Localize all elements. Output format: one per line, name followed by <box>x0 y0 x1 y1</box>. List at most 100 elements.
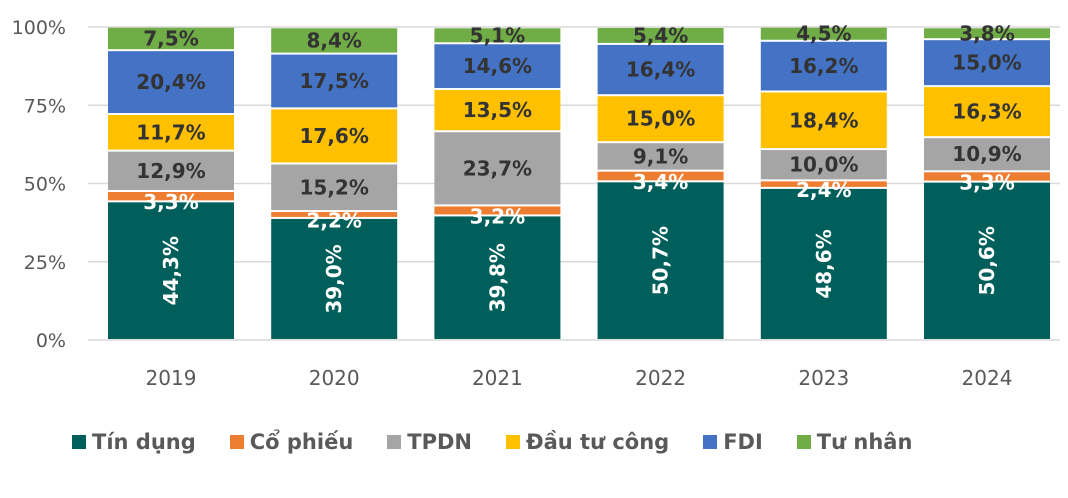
legend-swatch <box>387 435 402 449</box>
bar-segment <box>760 188 887 339</box>
data-label: 8,4% <box>306 28 361 52</box>
bar-segment <box>271 54 398 108</box>
bar-segment <box>597 143 724 170</box>
x-tick-label: 2023 <box>798 366 849 390</box>
bar-segment <box>108 202 234 339</box>
legend-item: TPDN <box>387 430 472 454</box>
bar-segment <box>108 115 234 150</box>
data-label: 2,4% <box>796 178 851 202</box>
bar-segment <box>597 28 724 43</box>
bar-segment <box>597 182 724 339</box>
x-tick-label: 2022 <box>635 366 686 390</box>
bar-segment <box>597 171 724 181</box>
data-label: 44,3% <box>159 236 183 305</box>
bar-segment <box>434 44 561 88</box>
legend-swatch <box>229 435 244 449</box>
y-tick-label: 0% <box>36 330 66 352</box>
bar-segment <box>271 28 398 53</box>
bar-segment <box>760 150 887 180</box>
data-label: 48,6% <box>812 229 836 298</box>
bar-segment <box>924 40 1050 86</box>
bar-segment <box>597 44 724 95</box>
bar-segment <box>924 87 1050 137</box>
legend-label: TPDN <box>407 430 473 454</box>
data-label: 16,2% <box>789 54 858 78</box>
data-label: 15,2% <box>300 175 369 199</box>
legend-item: Tín dụng <box>72 430 196 454</box>
legend-swatch <box>72 435 86 449</box>
bar-segment <box>924 172 1050 181</box>
bar-segment <box>760 181 887 187</box>
bar-segment <box>760 41 887 91</box>
data-label: 50,6% <box>975 226 999 295</box>
legend-item: Tư nhân <box>796 430 913 454</box>
data-label: 14,6% <box>463 54 532 78</box>
bar-segment <box>434 28 561 43</box>
data-label: 9,1% <box>633 144 688 168</box>
x-tick-label: 2019 <box>146 366 197 390</box>
legend-label: Tư nhân <box>816 430 913 454</box>
legend-label: FDI <box>723 430 763 454</box>
data-label: 11,7% <box>136 120 205 144</box>
bar-segment <box>271 164 398 211</box>
data-label: 15,0% <box>952 51 1021 75</box>
bar-segment <box>924 138 1050 171</box>
data-label: 39,0% <box>322 244 346 313</box>
bar-segment <box>271 218 398 339</box>
x-tick-label: 2020 <box>309 366 360 390</box>
data-label: 4,5% <box>796 22 851 46</box>
data-label: 20,4% <box>136 70 205 94</box>
x-tick-label: 2024 <box>962 366 1013 390</box>
data-label: 3,3% <box>143 190 198 214</box>
data-label: 12,9% <box>136 159 205 183</box>
data-label: 10,0% <box>789 153 858 177</box>
data-label: 16,3% <box>952 100 1021 124</box>
data-label: 16,4% <box>626 58 695 82</box>
data-label: 18,4% <box>789 108 858 132</box>
bar-segment <box>924 28 1050 39</box>
data-label: 5,4% <box>633 23 688 47</box>
y-tick-label: 100% <box>12 17 66 39</box>
bar-segment <box>760 92 887 149</box>
legend-label: Cổ phiếu <box>249 430 354 454</box>
bar-segment <box>108 51 234 114</box>
data-label: 3,2% <box>470 204 525 228</box>
legend-label: Tín dụng <box>92 430 196 454</box>
legend-item: FDI <box>703 430 763 454</box>
data-label: 3,4% <box>633 170 688 194</box>
data-label: 23,7% <box>463 156 532 180</box>
data-label: 3,3% <box>959 170 1014 194</box>
data-label: 50,7% <box>649 226 673 295</box>
x-tick-label: 2021 <box>472 366 523 390</box>
legend-item: Đầu tư công <box>506 430 669 454</box>
data-label: 15,0% <box>626 107 695 131</box>
data-label: 17,5% <box>300 69 369 93</box>
y-tick-label: 75% <box>24 95 66 117</box>
bar-segment <box>108 27 234 50</box>
data-label: 39,8% <box>485 243 509 312</box>
legend-item: Cổ phiếu <box>229 430 354 454</box>
legend-swatch <box>506 435 521 449</box>
bar-segment <box>108 192 234 201</box>
bar-segment <box>924 182 1050 339</box>
bar-segment <box>108 151 234 191</box>
bar-segment <box>434 89 561 131</box>
data-label: 5,1% <box>470 23 525 47</box>
data-label: 13,5% <box>463 98 532 122</box>
y-tick-label: 25% <box>24 252 66 274</box>
bar-segment <box>597 96 724 142</box>
data-label: 10,9% <box>952 142 1021 166</box>
data-label: 3,8% <box>959 21 1014 45</box>
legend: Tín dụng Cổ phiếu TPDN Đầu tư công FDI Tư nhâ… <box>72 430 946 454</box>
data-label: 17,6% <box>300 124 369 148</box>
bar-segment <box>271 109 398 163</box>
bar-segment <box>434 206 561 215</box>
data-label: 2,2% <box>306 208 361 232</box>
bar-segment <box>271 212 398 217</box>
bar-segment <box>760 27 887 40</box>
bar-segment <box>434 132 561 205</box>
data-label: 7,5% <box>143 26 198 50</box>
legend-label: Đầu tư công <box>526 430 670 454</box>
